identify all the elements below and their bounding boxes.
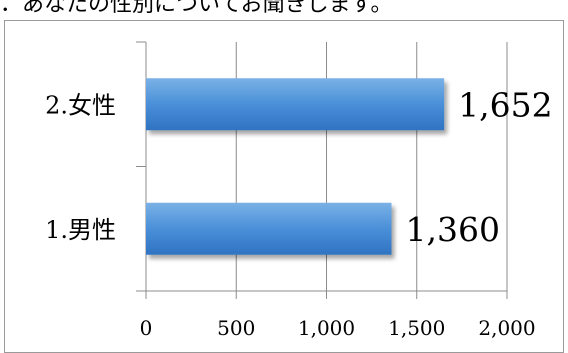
data-label: 1,360 <box>405 210 499 249</box>
category-label: 1.男性 <box>45 216 116 244</box>
x-tick-label: 2,000 <box>478 316 535 340</box>
category-labels: 1.男性 2.女性 <box>45 91 116 244</box>
chart-title: ．あなたの性別についてお聞きします。 <box>0 0 393 17</box>
bar <box>146 202 392 255</box>
x-tick-label: 500 <box>217 316 255 340</box>
category-label: 2.女性 <box>45 91 116 119</box>
bars <box>146 78 445 255</box>
bar <box>146 78 445 131</box>
x-tick-label: 1,000 <box>298 316 355 340</box>
tick-labels: 0 500 1,000 1,500 2,000 <box>140 316 536 340</box>
data-labels: 1,360 1,652 <box>405 85 552 249</box>
data-label: 1,652 <box>458 85 552 124</box>
x-tick-label: 0 <box>140 316 153 340</box>
x-tick-label: 1,500 <box>388 316 445 340</box>
